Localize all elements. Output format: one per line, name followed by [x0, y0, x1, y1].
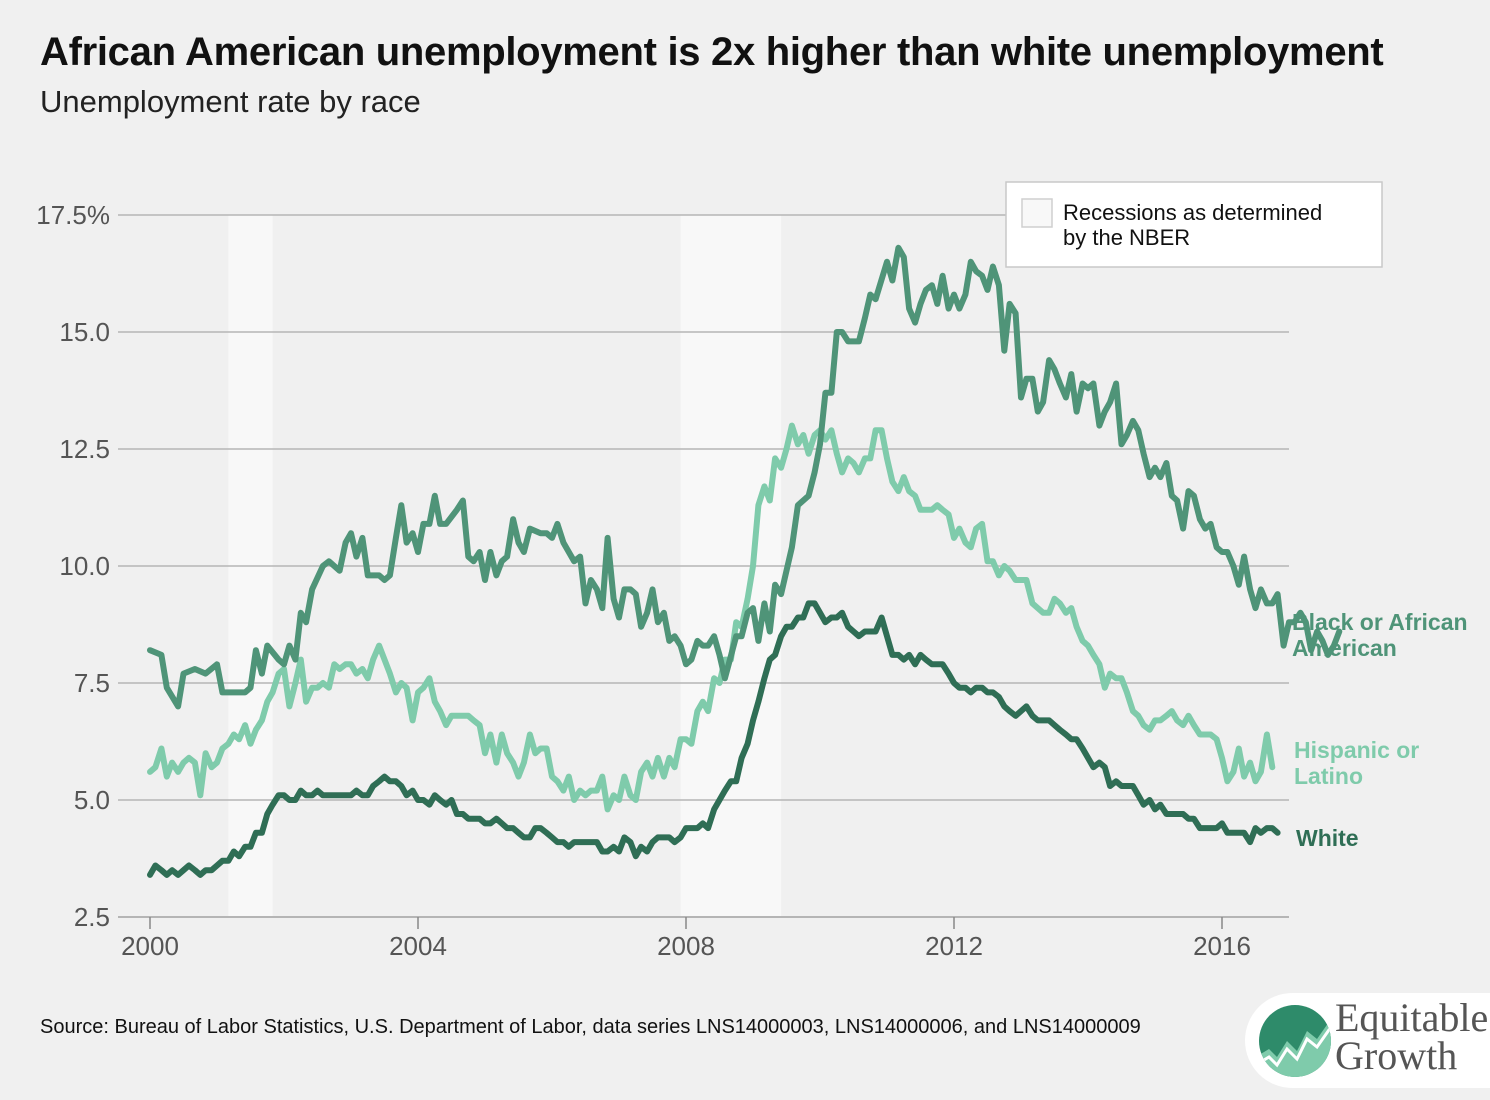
logo-line1: Equitable: [1335, 995, 1489, 1040]
growth-chart-icon: [1259, 1005, 1331, 1077]
series-line-hispanic-or-latino: [147, 422, 1276, 813]
x-tick-label: 2000: [121, 931, 179, 961]
y-tick-label: 7.5: [74, 668, 110, 698]
source-note: Source: Bureau of Labor Statistics, U.S.…: [40, 1016, 1141, 1038]
equitable-growth-logo: Equitable Growth: [1245, 993, 1490, 1088]
logo-line2: Growth: [1335, 1033, 1458, 1078]
legend: Recessions as determined by the NBER: [1005, 181, 1383, 268]
y-tick-label: 15.0: [59, 317, 110, 347]
x-axis: 2000 2004 2008 2012 2016: [121, 917, 1251, 961]
line-chart: 2.55.07.510.012.515.017.5% 2000 2004 2008 2…: [36, 181, 1468, 961]
y-tick-label: 2.5: [74, 902, 110, 932]
legend-label-line1: Recessions as determined: [1063, 200, 1322, 225]
chart-title: African American unemployment is 2x high…: [40, 30, 1384, 74]
x-tick-label: 2008: [657, 931, 715, 961]
legend-box: [1005, 181, 1383, 268]
series-lines: [147, 244, 1343, 878]
series-line-black-or-african-american: [147, 244, 1343, 710]
series-label-hispanic-or-latino: Hispanic or Latino: [1294, 737, 1419, 789]
series-labels: Black or African American Hispanic or Latin…: [1292, 609, 1468, 851]
y-axis: 2.5 5.0 7.5 10.0 12.5 15.0 17.5%: [36, 200, 110, 932]
legend-label-line2: by the NBER: [1063, 225, 1190, 250]
legend-recession-swatch: [1021, 198, 1053, 228]
series-line-white: [147, 600, 1281, 878]
y-tick-label: 12.5: [59, 434, 110, 464]
y-tick-label: 10.0: [59, 551, 110, 581]
series-label-black-or-african-american: Black or African American: [1292, 609, 1468, 661]
logo-wordmark: Equitable Growth: [1335, 995, 1489, 1078]
y-tick-label: 17.5%: [36, 200, 110, 230]
chart-subtitle: Unemployment rate by race: [40, 84, 421, 119]
x-tick-label: 2016: [1193, 931, 1251, 961]
y-tick-label: 5.0: [74, 785, 110, 815]
x-tick-label: 2012: [925, 931, 983, 961]
gridlines: [118, 214, 1289, 918]
series-label-white: White: [1296, 825, 1359, 851]
x-tick-label: 2004: [389, 931, 447, 961]
